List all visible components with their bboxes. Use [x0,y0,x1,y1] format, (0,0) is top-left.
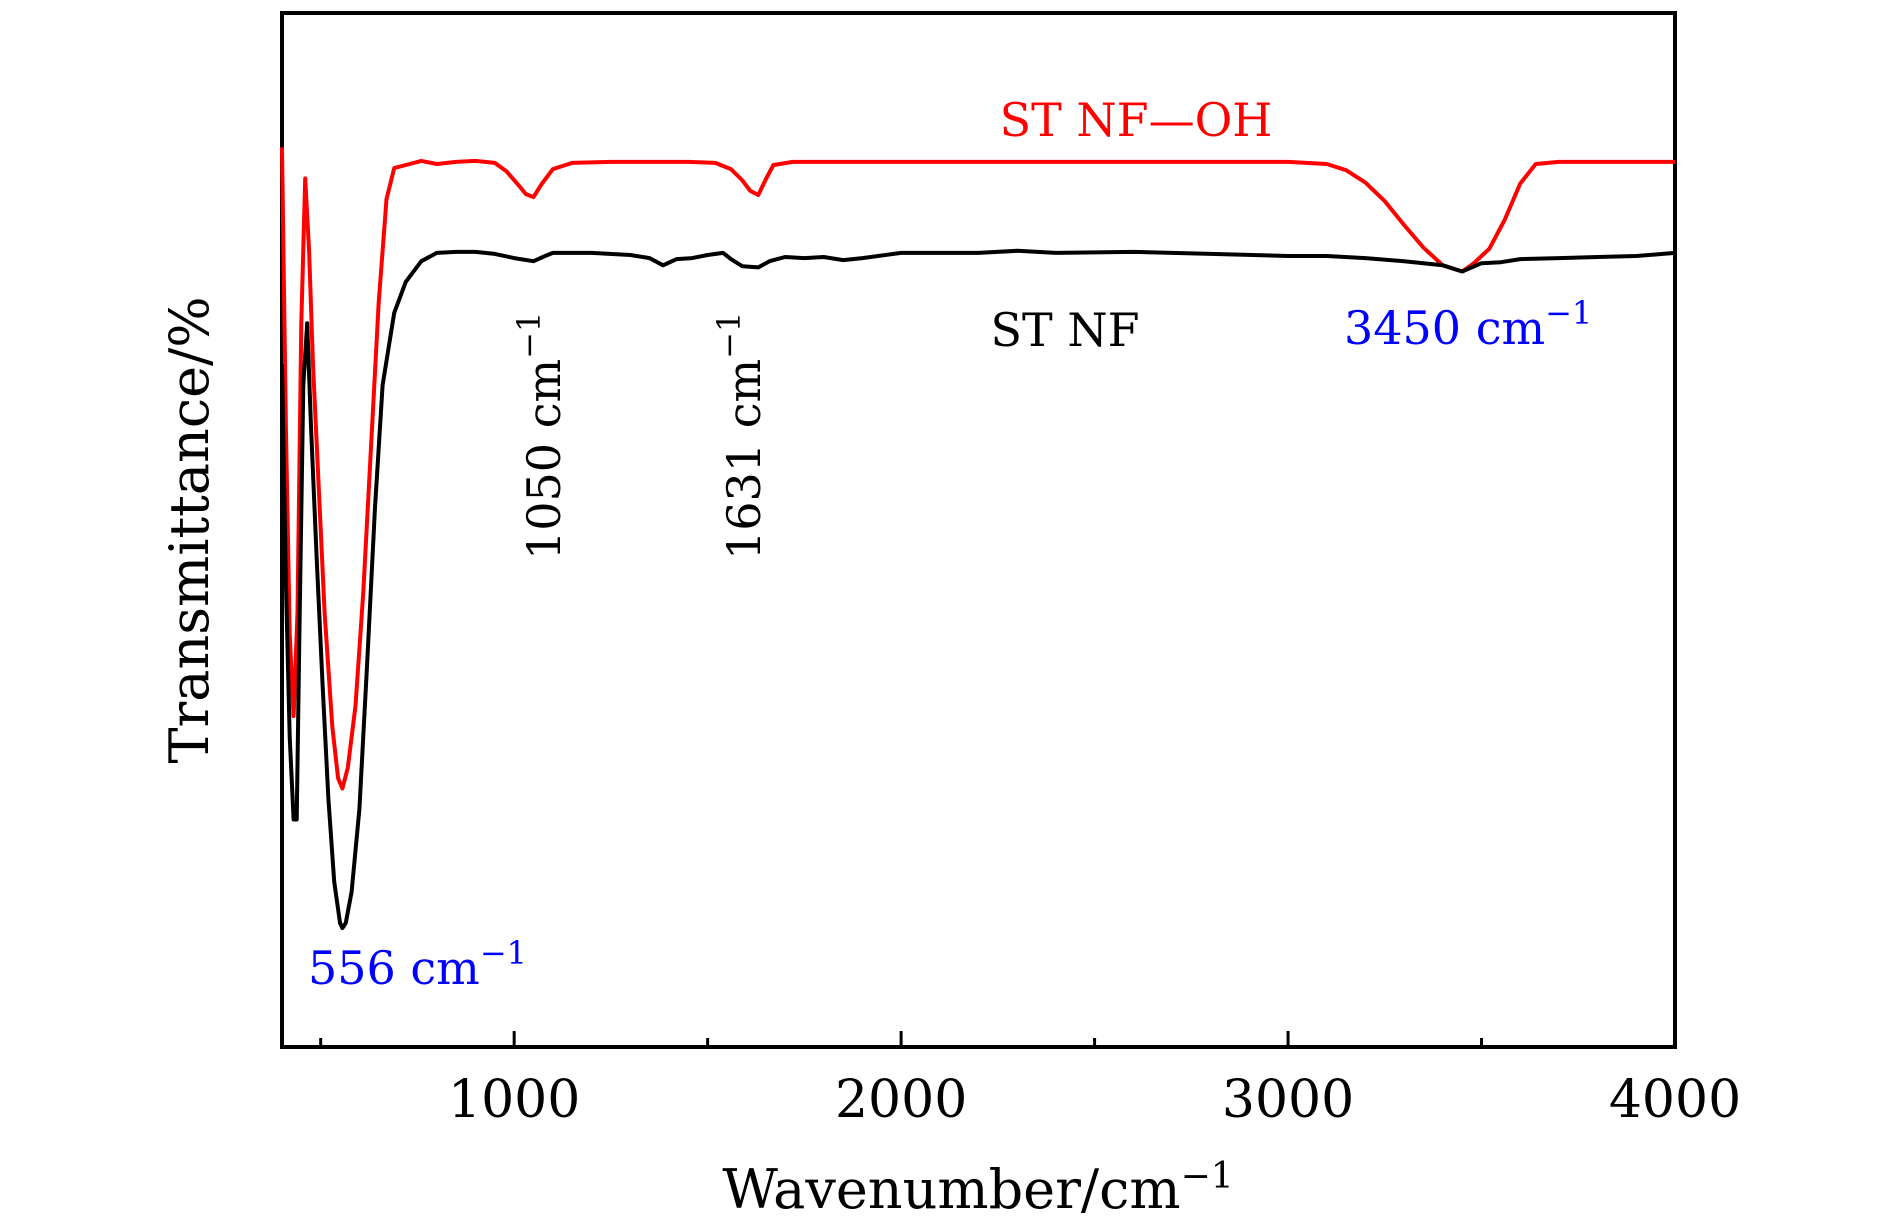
series-line [280,248,1676,931]
peak-label-3450: 3450 cm−1 [1344,294,1592,355]
x-axis-ticks: 1000 2000 3000 4000 [319,1031,1741,1130]
peak-label-556-superscript: −1 [480,934,527,972]
series-line [280,147,1675,791]
x-axis-title: Wavenumber/cm−1 [722,1156,1233,1221]
x-axis-title-superscript: −1 [1181,1156,1234,1197]
peak-label-1631: 1631 cm−1 [710,312,771,560]
peak-label-1631-superscript: −1 [710,312,748,359]
x-tick-label: 3000 [1222,1070,1354,1130]
peak-label-556: 556 cm−1 [308,934,527,995]
series-layer [280,147,1676,931]
peak-label-1050-text: 1050 cm [517,359,571,560]
series-label-st-nf-oh: ST NF—OH [1000,93,1273,147]
y-axis-title: Transmittance/% [158,296,221,763]
x-tick-label: 1000 [448,1070,580,1130]
series-label-st-nf-oh-text: ST NF—OH [1000,93,1273,147]
x-tick-label: 2000 [835,1070,967,1130]
peak-label-1631-text: 1631 cm [717,359,771,560]
peak-label-1050: 1050 cm−1 [510,312,571,560]
plot-frame [280,11,1677,1049]
x-tick-label: 4000 [1609,1070,1741,1130]
series-label-st-nf: ST NF [991,303,1140,357]
series-label-st-nf-text: ST NF [991,303,1140,357]
peak-label-556-text: 556 cm [308,941,480,995]
peak-label-3450-text: 3450 cm [1344,301,1545,355]
y-axis-title-text: Transmittance/% [158,296,221,763]
x-axis-title-text: Wavenumber/cm [722,1158,1180,1221]
peak-label-1050-superscript: −1 [510,312,548,359]
peak-label-3450-superscript: −1 [1545,294,1592,332]
